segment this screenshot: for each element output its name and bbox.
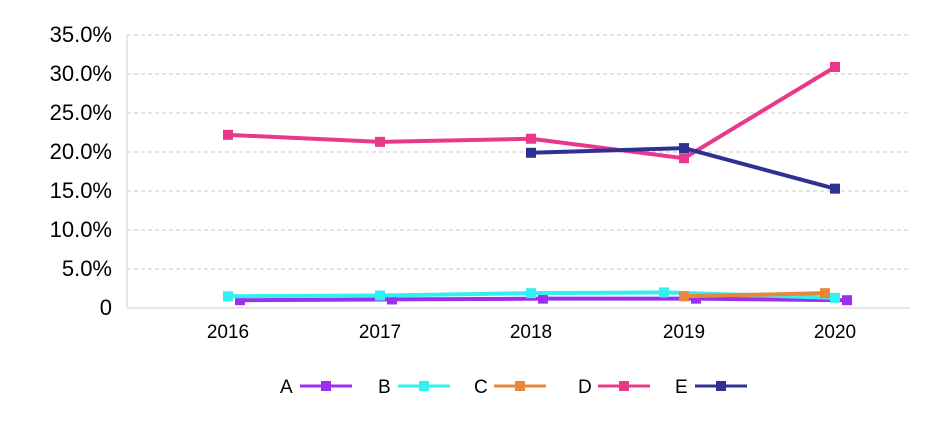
- x-tick-label: 2018: [510, 322, 552, 343]
- data-point-d: [679, 153, 689, 164]
- data-point-b: [375, 290, 385, 301]
- series-e: [526, 143, 840, 194]
- y-tick-label: 30.0%: [50, 61, 112, 86]
- legend-item-c: C: [474, 377, 546, 398]
- legend-item-e: E: [675, 377, 747, 398]
- data-point-a: [235, 295, 245, 306]
- x-tick-label: 2016: [207, 322, 249, 343]
- data-point-c: [820, 288, 830, 299]
- legend-label: C: [474, 377, 488, 398]
- y-tick-label: 25.0%: [50, 100, 112, 125]
- data-point-b: [526, 288, 536, 299]
- y-axis-tick-labels: 0 5.0% 10.0% 15.0% 20.0% 25.0% 30.0% 35.0%: [50, 22, 112, 320]
- data-point-d: [223, 129, 233, 140]
- legend-label: D: [578, 377, 592, 398]
- x-tick-label: 2019: [663, 322, 705, 343]
- y-tick-label: 0: [100, 295, 112, 320]
- legend: A B C D E: [280, 377, 747, 398]
- x-axis-tick-labels: 2016 2017 2018 2019 2020: [207, 322, 856, 343]
- data-point-e: [830, 183, 840, 194]
- data-point-a: [691, 293, 701, 304]
- data-point-a: [842, 295, 852, 306]
- legend-swatch-marker: [619, 381, 629, 391]
- series-d: [223, 61, 840, 164]
- data-point-e: [679, 143, 689, 154]
- legend-swatch-marker: [321, 381, 331, 391]
- data-point-d: [526, 133, 536, 144]
- data-point-c: [679, 291, 689, 302]
- x-tick-label: 2017: [359, 322, 401, 343]
- x-tick-label: 2020: [814, 322, 856, 343]
- series-a: [235, 293, 852, 306]
- legend-item-a: A: [280, 377, 352, 398]
- legend-item-d: D: [578, 377, 650, 398]
- y-tick-label: 35.0%: [50, 22, 112, 47]
- legend-swatch-marker: [716, 381, 726, 391]
- y-tick-label: 15.0%: [50, 178, 112, 203]
- data-point-b: [659, 287, 669, 298]
- data-point-e: [526, 147, 536, 158]
- data-point-a: [538, 293, 548, 304]
- legend-swatch-marker: [419, 381, 429, 391]
- legend-label: B: [378, 377, 391, 398]
- data-point-b: [223, 291, 233, 302]
- legend-label: E: [675, 377, 688, 398]
- data-point-b: [830, 292, 840, 303]
- data-point-d: [830, 61, 840, 72]
- series-line-c: [683, 291, 826, 299]
- data-point-a: [387, 294, 397, 305]
- series-lines: [223, 61, 852, 306]
- gridlines: [127, 34, 910, 270]
- legend-label: A: [280, 377, 293, 398]
- legend-swatch-marker: [515, 381, 525, 391]
- y-tick-label: 5.0%: [62, 256, 112, 281]
- y-tick-label: 10.0%: [50, 217, 112, 242]
- y-tick-label: 20.0%: [50, 139, 112, 164]
- data-point-d: [375, 136, 385, 147]
- legend-item-b: B: [378, 377, 450, 398]
- series-c: [679, 288, 830, 302]
- axes: [126, 35, 910, 309]
